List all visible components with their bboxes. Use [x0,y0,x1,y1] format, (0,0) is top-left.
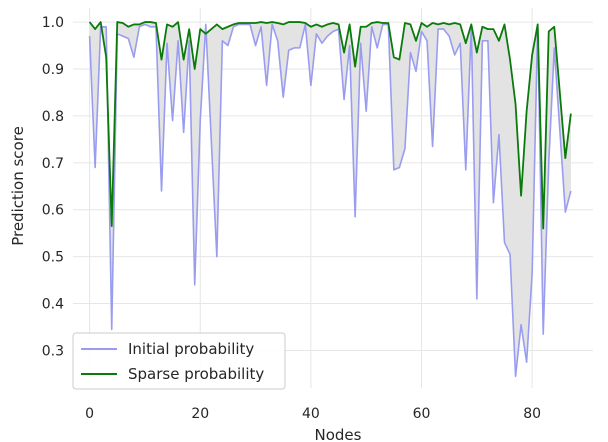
y-tick-label: 0.7 [42,156,64,172]
x-axis-label: Nodes [315,426,362,442]
y-tick-label: 1.0 [42,15,64,31]
legend-label-sparse: Sparse probability [128,365,264,383]
x-tick-label: 0 [85,406,94,422]
y-tick-label: 0.3 [42,343,64,359]
y-tick-label: 0.6 [42,203,64,219]
y-axis-label: Prediction score [9,126,27,246]
y-tick-label: 0.8 [42,109,64,125]
y-tick-label: 0.4 [42,297,64,313]
legend: Initial probability Sparse probability [72,332,286,390]
fill-between-area [89,22,571,377]
fill-between-polygon [89,22,571,377]
legend-frame [72,332,286,390]
x-tick-label: 40 [302,406,320,422]
legend-label-initial: Initial probability [128,340,254,358]
sparse-probability-line [88,21,572,230]
y-tick-label: 0.5 [42,250,64,266]
y-tick-label: 0.9 [42,62,64,78]
x-tick-label: 60 [413,406,431,422]
x-tick-label: 20 [191,406,209,422]
series-lines [88,21,572,378]
x-axis-ticks: 0 20 40 60 80 [85,406,541,422]
initial-probability-line [88,23,572,378]
x-tick-label: 80 [523,406,541,422]
y-axis-ticks: 0.3 0.4 0.5 0.6 0.7 0.8 0.9 1.0 [42,15,64,359]
